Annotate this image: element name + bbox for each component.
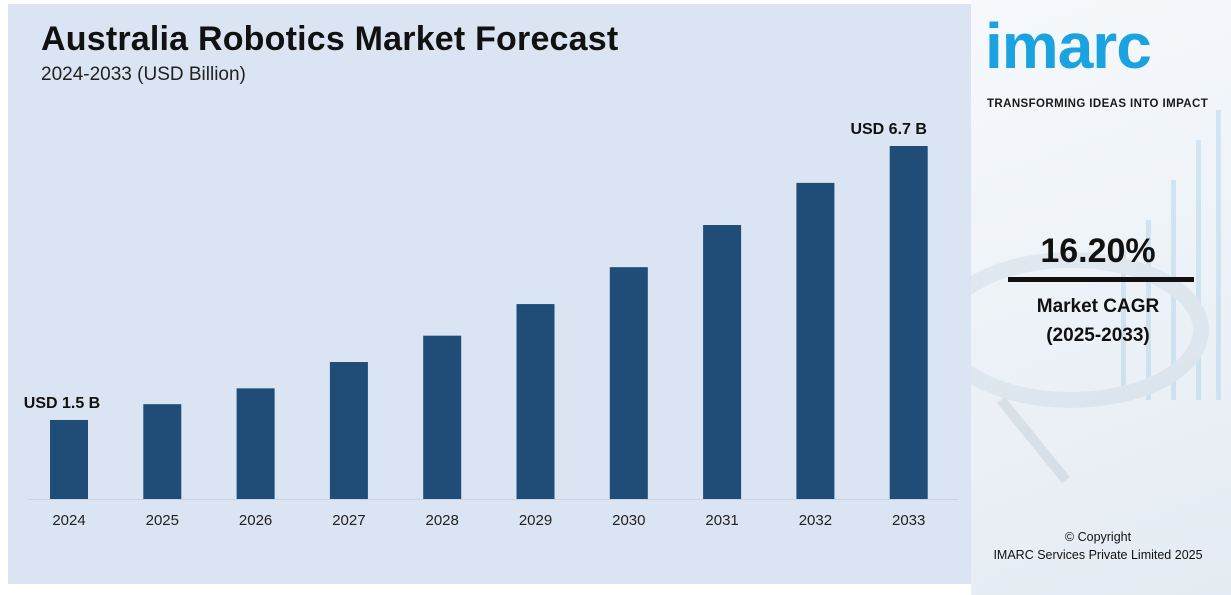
imarc-logo: imarc TRANSFORMING IDEAS INTO IMPACT	[985, 10, 1217, 110]
bar-2025	[143, 404, 182, 499]
bar-2030	[609, 267, 648, 499]
chart-panel: 2024 USD 1.5 B 2025 2026 2027 2028 2029 2030 203…	[8, 4, 971, 584]
chart-subtitle: 2024-2033 (USD Billion)	[41, 64, 246, 85]
bar-2029	[516, 304, 555, 499]
x-tick-label: 2029	[519, 512, 552, 529]
logo-tagline: TRANSFORMING IDEAS INTO IMPACT	[987, 98, 1209, 110]
bar-2033	[889, 146, 928, 499]
bar-2027	[329, 362, 368, 499]
cagr-value: 16.20%	[1040, 232, 1156, 270]
bar-2031	[703, 225, 742, 499]
background-decoration	[971, 110, 1221, 484]
cagr-label: Market CAGR	[1036, 296, 1160, 317]
data-label-2033: USD 6.7 B	[850, 121, 926, 138]
x-tick-label: 2032	[799, 512, 832, 529]
x-tick-label: 2025	[146, 512, 179, 529]
side-panel: imarc TRANSFORMING IDEAS INTO IMPACT 16.…	[971, 0, 1231, 595]
bar-2026	[236, 388, 275, 499]
x-tick-label: 2033	[892, 512, 925, 529]
company-name: IMARC Services Private Limited 2025	[993, 548, 1203, 562]
bar-2032	[796, 182, 835, 499]
bar-chart: 2024 USD 1.5 B 2025 2026 2027 2028 2029 2030 203…	[24, 121, 958, 529]
bar-2024	[50, 419, 88, 499]
x-tick-label: 2028	[426, 512, 459, 529]
cagr-period: (2025-2033)	[1046, 325, 1150, 346]
logo-wordmark: imarc	[985, 10, 1152, 82]
copyright-text: © Copyright	[1064, 530, 1132, 544]
cagr-divider	[1008, 277, 1194, 282]
chart-title: Australia Robotics Market Forecast	[41, 20, 619, 58]
data-label-2024: USD 1.5 B	[24, 395, 100, 412]
x-tick-label: 2024	[52, 512, 85, 529]
bar-2028	[423, 335, 462, 499]
x-tick-label: 2027	[332, 512, 365, 529]
x-tick-label: 2030	[612, 512, 645, 529]
x-tick-label: 2031	[705, 512, 738, 529]
x-tick-label: 2026	[239, 512, 272, 529]
